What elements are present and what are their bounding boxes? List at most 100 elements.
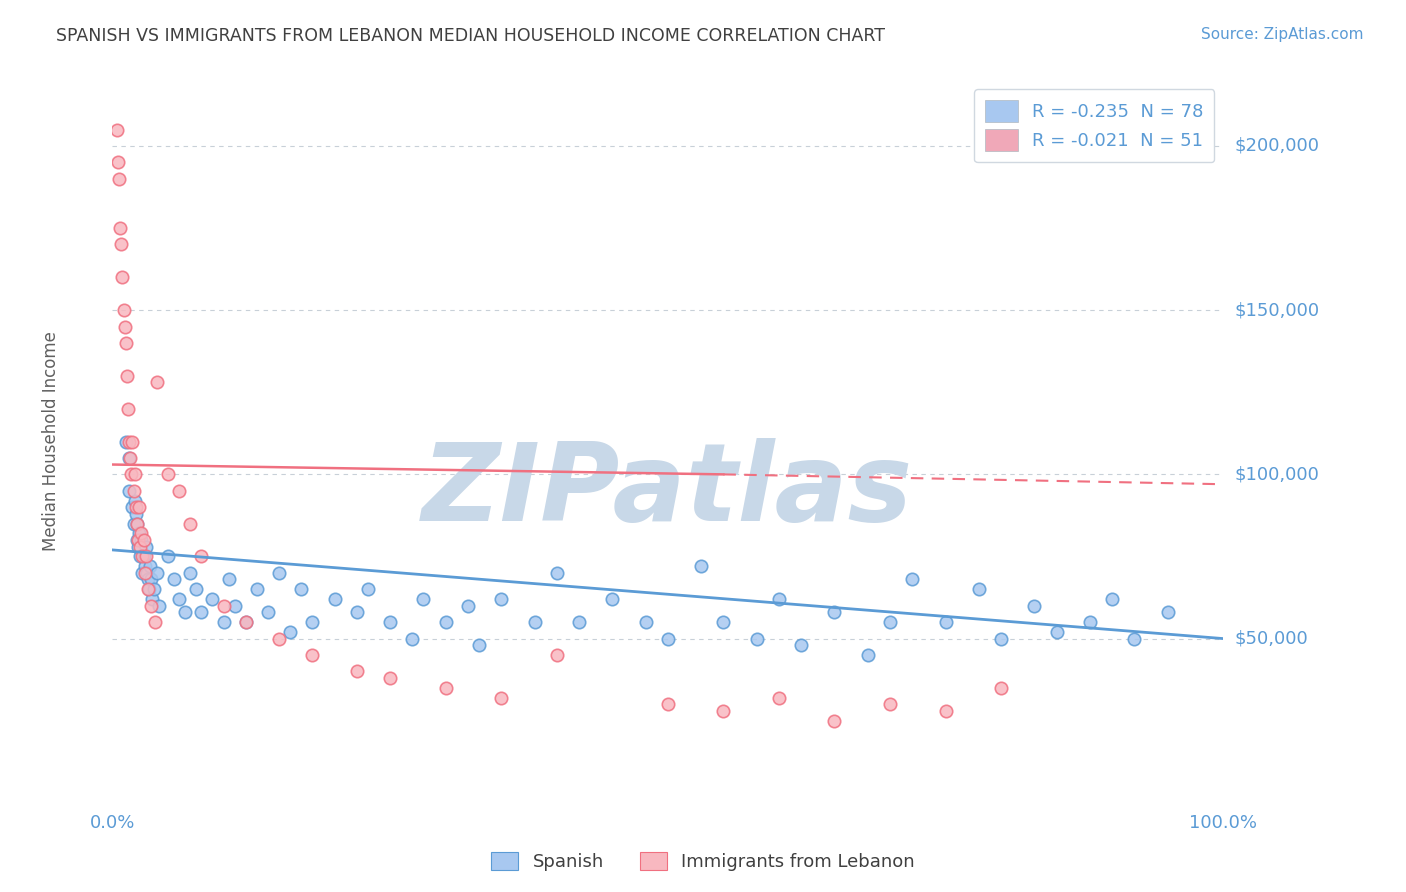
Point xyxy=(201,592,224,607)
Point xyxy=(879,698,901,712)
Point xyxy=(141,573,163,587)
Point xyxy=(856,648,879,662)
Point xyxy=(246,582,269,597)
Point xyxy=(105,122,128,136)
Point xyxy=(114,336,136,351)
Point xyxy=(224,599,246,613)
Point xyxy=(713,704,735,718)
Point xyxy=(1101,592,1123,607)
Point xyxy=(118,434,141,449)
Text: ZIPatlas: ZIPatlas xyxy=(422,438,914,544)
Legend: Spanish, Immigrants from Lebanon: Spanish, Immigrants from Lebanon xyxy=(484,845,922,879)
Point xyxy=(125,533,148,547)
Point xyxy=(108,171,131,186)
Point xyxy=(132,533,155,547)
Point xyxy=(323,592,346,607)
Point xyxy=(118,450,141,465)
Point xyxy=(568,615,591,630)
Point xyxy=(131,533,153,547)
Point xyxy=(134,559,156,574)
Point xyxy=(173,605,195,619)
Point xyxy=(346,605,368,619)
Point xyxy=(129,540,152,554)
Point xyxy=(1024,599,1046,613)
Point xyxy=(602,592,624,607)
Point xyxy=(179,516,201,531)
Point xyxy=(990,681,1012,695)
Point xyxy=(267,566,291,580)
Point xyxy=(401,632,423,646)
Point xyxy=(434,615,457,630)
Point xyxy=(235,615,257,630)
Point xyxy=(824,714,846,728)
Point xyxy=(146,376,169,390)
Point xyxy=(468,638,491,652)
Point xyxy=(125,507,148,521)
Point xyxy=(257,605,280,619)
Point xyxy=(879,615,901,630)
Point xyxy=(162,573,184,587)
Point xyxy=(491,690,513,705)
Point xyxy=(967,582,990,597)
Point xyxy=(768,592,790,607)
Point xyxy=(112,303,135,318)
Point xyxy=(139,559,162,574)
Point xyxy=(179,566,201,580)
Point xyxy=(745,632,768,646)
Point xyxy=(301,615,323,630)
Point xyxy=(768,690,790,705)
Point xyxy=(290,582,312,597)
Point xyxy=(546,648,568,662)
Point xyxy=(235,615,257,630)
Point xyxy=(120,450,142,465)
Point xyxy=(713,615,735,630)
Point xyxy=(111,270,134,285)
Point xyxy=(135,540,157,554)
Point xyxy=(1045,625,1069,640)
Point xyxy=(127,540,149,554)
Point xyxy=(110,237,132,252)
Point xyxy=(114,434,136,449)
Point xyxy=(935,615,957,630)
Point xyxy=(491,592,513,607)
Point xyxy=(135,549,157,564)
Point xyxy=(138,582,160,597)
Point xyxy=(131,549,153,564)
Point xyxy=(357,582,380,597)
Point xyxy=(110,221,132,235)
Point xyxy=(120,467,142,482)
Point xyxy=(142,582,165,597)
Point xyxy=(824,605,846,619)
Point xyxy=(118,483,141,498)
Point xyxy=(690,559,713,574)
Point xyxy=(901,573,924,587)
Point xyxy=(457,599,479,613)
Point xyxy=(115,368,138,383)
Text: $100,000: $100,000 xyxy=(1234,466,1319,483)
Point xyxy=(122,483,145,498)
Point xyxy=(278,625,301,640)
Point xyxy=(267,632,291,646)
Point xyxy=(380,671,402,685)
Point xyxy=(131,566,153,580)
Point xyxy=(143,615,166,630)
Point xyxy=(301,648,323,662)
Point xyxy=(107,155,129,169)
Text: SPANISH VS IMMIGRANTS FROM LEBANON MEDIAN HOUSEHOLD INCOME CORRELATION CHART: SPANISH VS IMMIGRANTS FROM LEBANON MEDIA… xyxy=(56,27,886,45)
Text: $200,000: $200,000 xyxy=(1234,137,1319,155)
Point xyxy=(135,566,157,580)
Point xyxy=(184,582,207,597)
Point xyxy=(157,549,180,564)
Point xyxy=(1156,605,1178,619)
Point xyxy=(346,665,368,679)
Point xyxy=(125,500,148,515)
Point xyxy=(634,615,657,630)
Point xyxy=(212,615,235,630)
Point xyxy=(546,566,568,580)
Text: Source: ZipAtlas.com: Source: ZipAtlas.com xyxy=(1201,27,1364,42)
Point xyxy=(434,681,457,695)
Point xyxy=(990,632,1012,646)
Point xyxy=(141,592,163,607)
Point xyxy=(134,566,156,580)
Point xyxy=(190,605,212,619)
